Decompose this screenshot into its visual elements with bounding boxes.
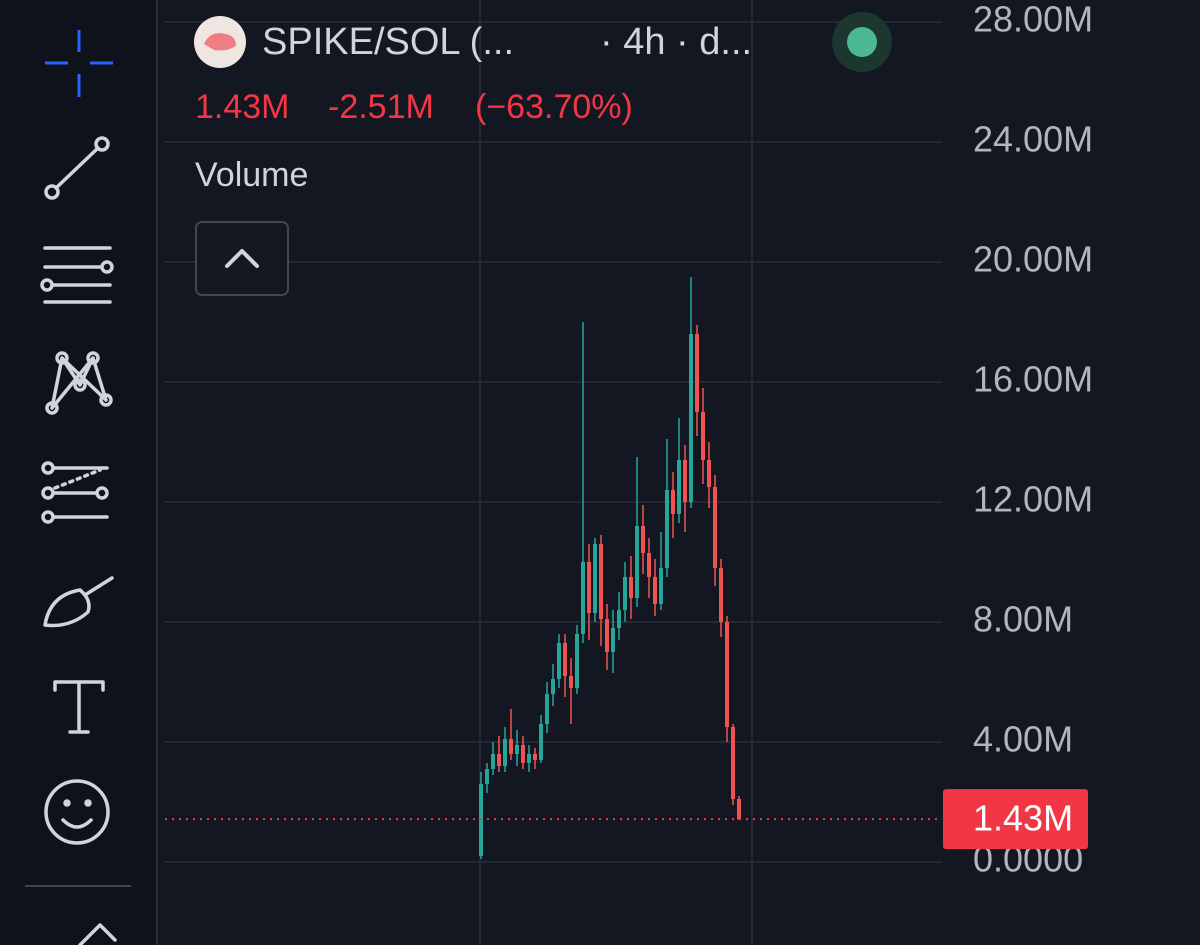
candle-body bbox=[605, 618, 609, 652]
price-change-percent: (−63.70%) bbox=[475, 88, 633, 126]
candle-body bbox=[647, 552, 651, 577]
trend-line-tool[interactable] bbox=[44, 136, 110, 200]
candle-body bbox=[551, 678, 555, 694]
chevron-icon bbox=[225, 249, 259, 268]
candle-body bbox=[659, 567, 663, 604]
legend-header: SPIKE/SOL (... · 4h · d... 1.43M -2.51M … bbox=[194, 12, 892, 296]
candle-body bbox=[737, 798, 741, 820]
candle-body bbox=[527, 753, 531, 763]
candle-body bbox=[563, 642, 567, 676]
y-tick-label: 4.00M bbox=[973, 719, 1073, 760]
candle-body bbox=[557, 642, 561, 679]
last-price: 1.43M bbox=[195, 88, 290, 126]
y-tick-label: 8.00M bbox=[973, 599, 1073, 640]
candle-body bbox=[677, 459, 681, 514]
status-dot bbox=[847, 27, 877, 57]
candle-body bbox=[593, 543, 597, 613]
candle-body bbox=[641, 525, 645, 553]
candle-body bbox=[683, 459, 687, 502]
logo-art bbox=[204, 33, 236, 51]
candle-body bbox=[503, 738, 507, 766]
candle-body bbox=[497, 753, 501, 766]
fib-tool[interactable] bbox=[41, 461, 109, 524]
crosshair-tool[interactable] bbox=[45, 30, 113, 97]
candle-body bbox=[713, 486, 717, 568]
candle-body bbox=[653, 576, 657, 604]
candle-body bbox=[701, 411, 705, 460]
candle-body bbox=[533, 753, 537, 760]
y-tick-label: 24.00M bbox=[973, 119, 1093, 160]
interval: · 4h · d... bbox=[600, 21, 752, 63]
candle-body bbox=[665, 489, 669, 568]
text-tool[interactable] bbox=[53, 680, 105, 734]
candle-body bbox=[521, 744, 525, 763]
candle-body bbox=[581, 561, 585, 634]
candle-body bbox=[575, 633, 579, 688]
candle-body bbox=[671, 489, 675, 514]
horizontal-lines-tool[interactable] bbox=[40, 246, 114, 304]
y-tick-label: 16.00M bbox=[973, 359, 1093, 400]
ruler-tool[interactable] bbox=[78, 923, 117, 945]
grid bbox=[165, 21, 942, 863]
candle-body bbox=[485, 768, 489, 784]
candle-body bbox=[599, 543, 603, 619]
candle-body bbox=[569, 675, 573, 688]
candle-body bbox=[545, 693, 549, 724]
candle-body bbox=[515, 744, 519, 754]
last-price-label: 1.43M bbox=[973, 798, 1073, 839]
candle-body bbox=[695, 333, 699, 412]
candle-body bbox=[725, 621, 729, 727]
candle-body bbox=[719, 567, 723, 622]
candle-body bbox=[731, 726, 735, 799]
candle-body bbox=[623, 576, 627, 610]
y-tick-label: 28.00M bbox=[973, 0, 1093, 40]
candle-body bbox=[491, 753, 495, 769]
emoji-tool[interactable] bbox=[44, 779, 110, 845]
candle-body bbox=[509, 738, 513, 754]
candle-body bbox=[587, 561, 591, 613]
brush-tool[interactable] bbox=[43, 576, 114, 628]
collapse-button[interactable] bbox=[195, 221, 289, 296]
toolbar bbox=[0, 0, 156, 945]
symbol-title: SPIKE/SOL (... bbox=[262, 21, 514, 63]
candle-body bbox=[707, 459, 711, 487]
price-change: -2.51M bbox=[328, 88, 434, 126]
pattern-tool[interactable] bbox=[45, 351, 113, 415]
last-price-badge bbox=[943, 789, 1088, 850]
overlay: 0.00004.00M8.00M12.00M16.00M20.00M24.00M… bbox=[165, 0, 1093, 880]
candle-body bbox=[635, 525, 639, 598]
candle-body bbox=[539, 723, 543, 760]
y-tick-label: 20.00M bbox=[973, 239, 1093, 280]
indicator-name: Volume bbox=[195, 156, 308, 194]
candles bbox=[479, 276, 741, 859]
candle-body bbox=[629, 576, 633, 598]
candle-body bbox=[689, 333, 693, 502]
y-tick-label: 12.00M bbox=[973, 479, 1093, 520]
candle-body bbox=[611, 627, 615, 652]
candle-body bbox=[617, 609, 621, 628]
